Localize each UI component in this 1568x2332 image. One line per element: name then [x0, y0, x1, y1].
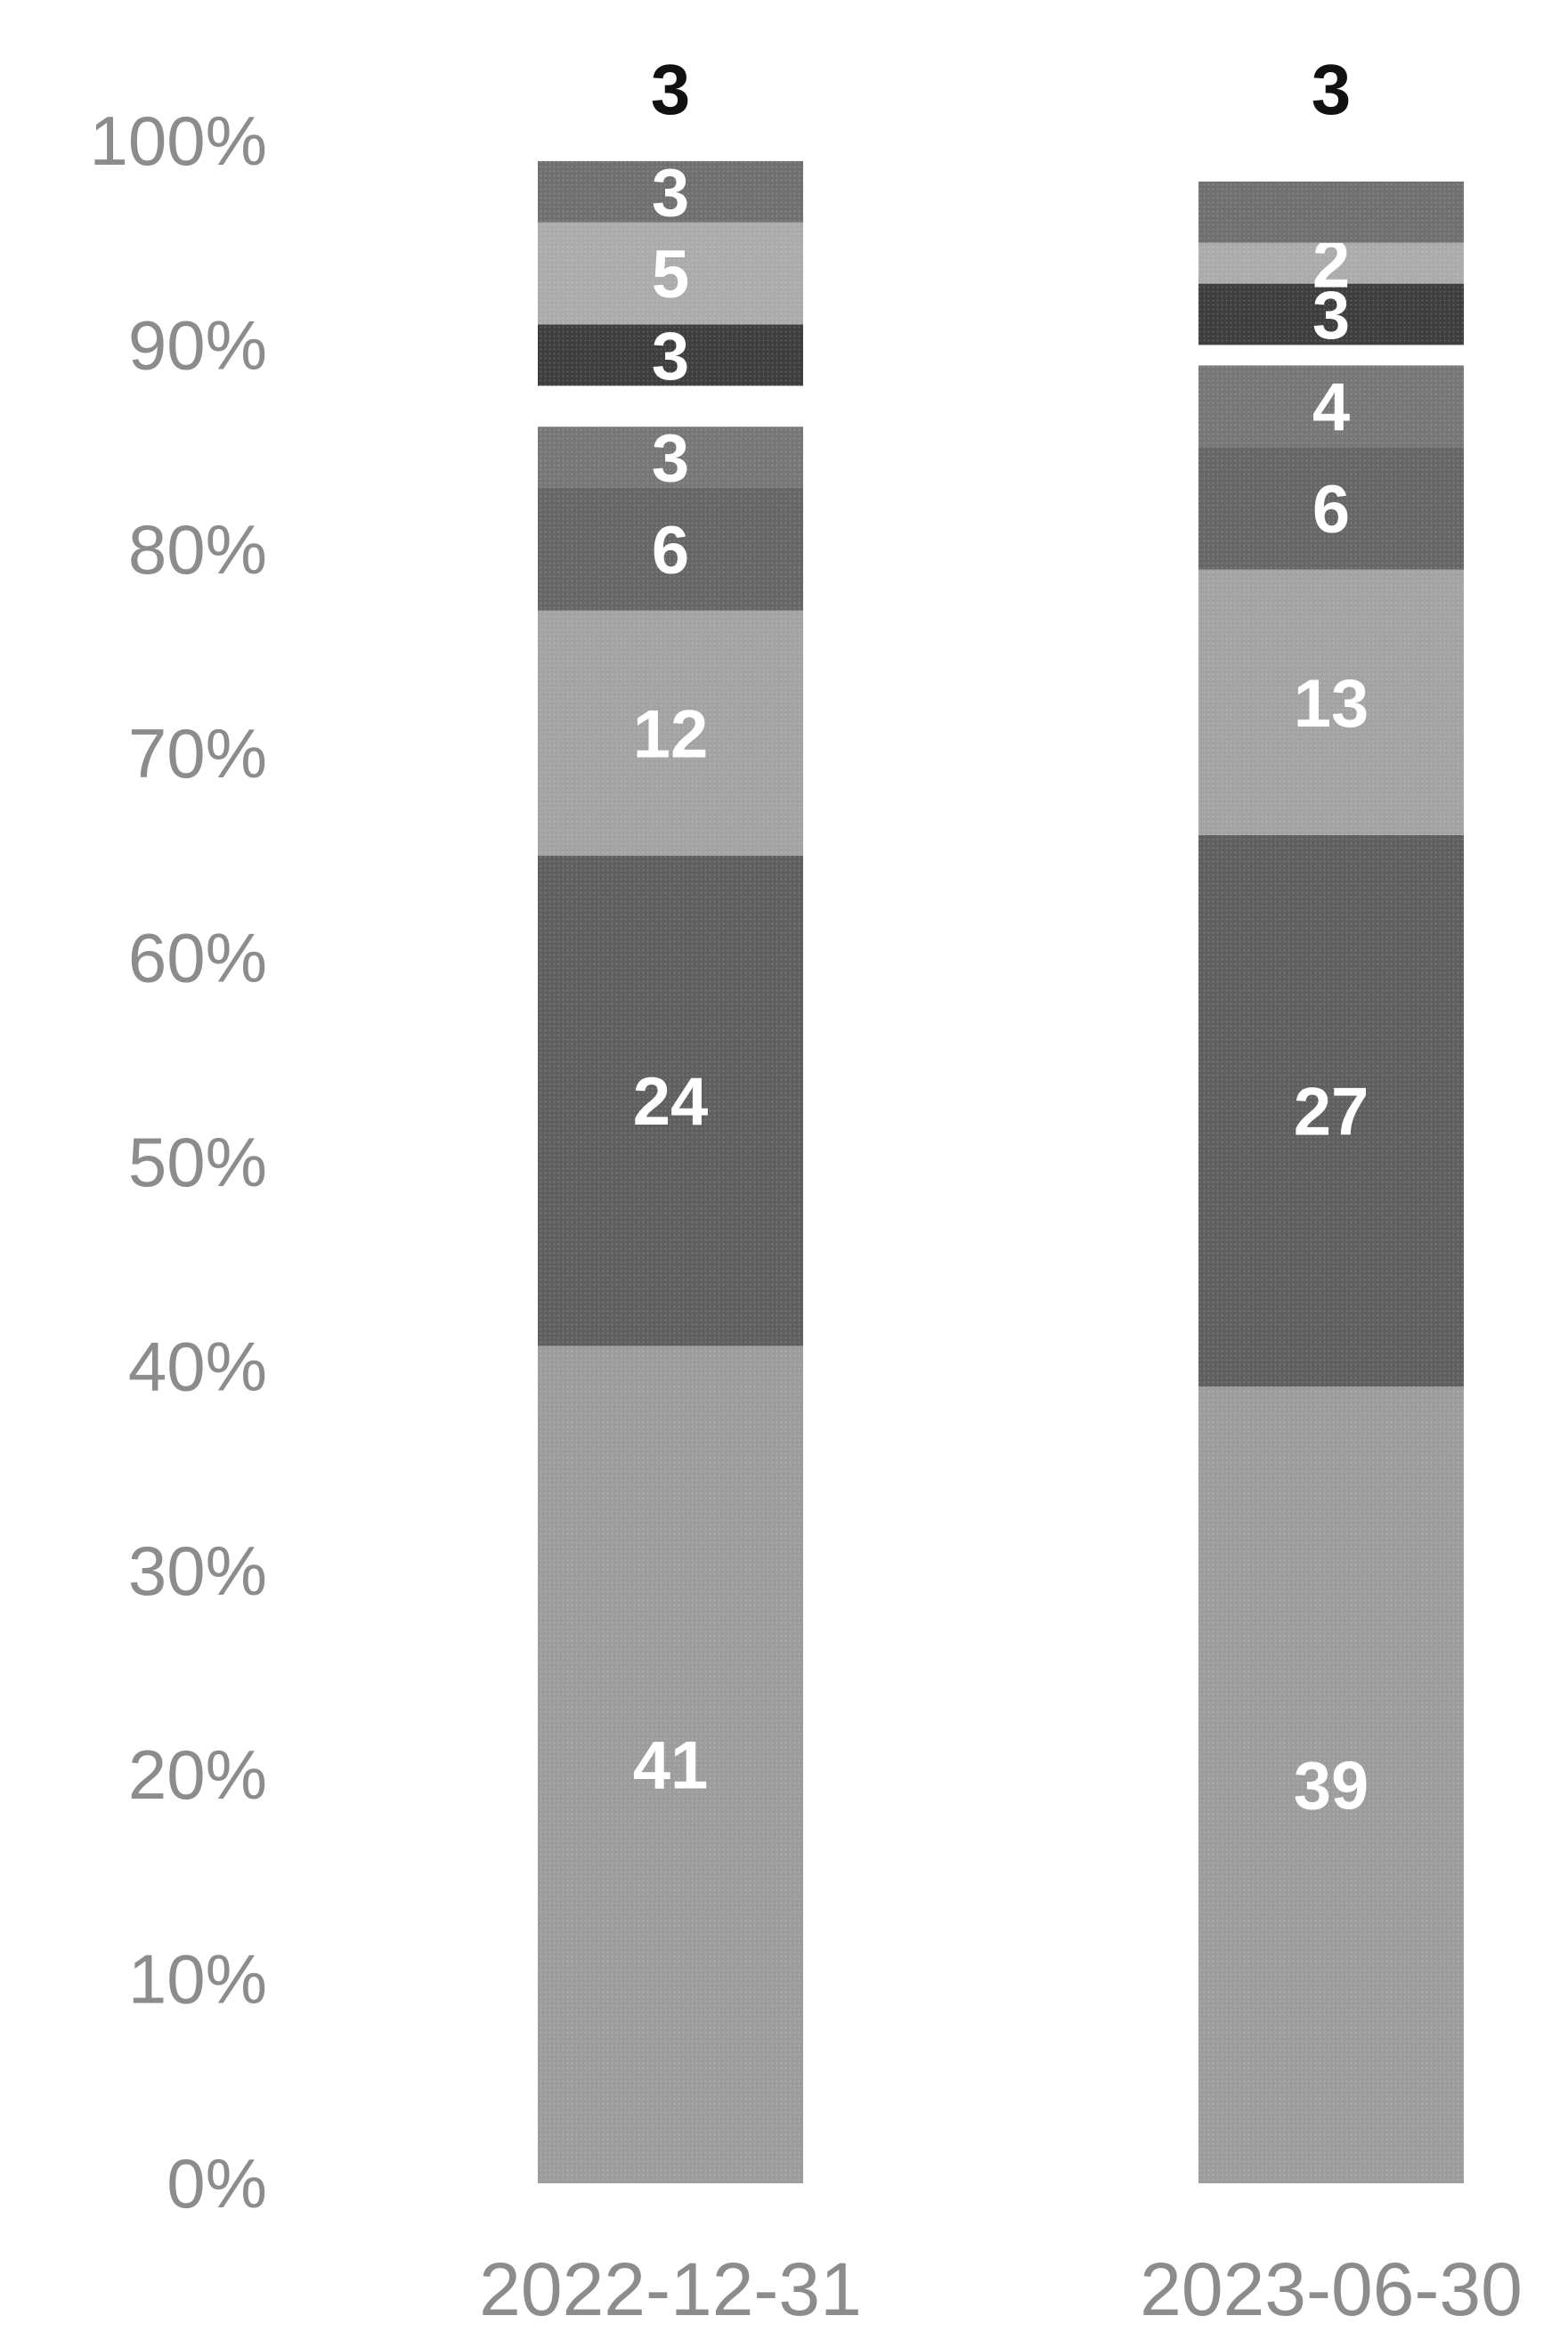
data-label: 13: [1294, 666, 1369, 742]
x-tick-label: 2023-06-30: [1140, 2247, 1523, 2331]
bar-segment: [538, 386, 803, 427]
y-axis: 0% 10% 20% 30% 40% 50% 60% 70% 80% 90% 100%: [90, 102, 268, 2222]
y-tick-label: 70%: [128, 714, 267, 792]
data-label: 3: [652, 421, 689, 497]
y-tick-label: 100%: [90, 102, 268, 180]
bar-segment-texture: [1198, 447, 1464, 570]
data-label: 39: [1294, 1749, 1369, 1824]
bar-segment-texture: [1198, 1386, 1464, 2183]
x-axis: 2022-12-31 2023-06-30: [479, 2247, 1523, 2331]
bar-segment-texture: [538, 160, 803, 223]
data-label: 27: [1294, 1075, 1369, 1150]
data-label: 4: [1312, 370, 1350, 445]
y-tick-label: 0%: [167, 2144, 267, 2222]
bar-segment-texture: [538, 610, 803, 856]
data-label: 24: [633, 1064, 709, 1140]
data-label: 5: [652, 237, 689, 313]
y-tick-label: 30%: [128, 1532, 267, 1610]
y-tick-label: 80%: [128, 510, 267, 589]
y-tick-label: 90%: [128, 305, 267, 384]
top-label: 3: [651, 50, 691, 129]
y-tick-label: 20%: [128, 1735, 267, 1814]
data-label: 3: [652, 319, 689, 394]
bar-segment-texture: [1198, 242, 1464, 284]
bar-segment-texture: [1198, 365, 1464, 448]
y-tick-label: 40%: [128, 1327, 267, 1405]
data-label: 6: [652, 513, 689, 589]
y-tick-label: 10%: [128, 1940, 267, 2019]
bar-segment-texture: [538, 487, 803, 611]
bar-segment-texture: [538, 855, 803, 1346]
bar-segment-texture: [1198, 283, 1464, 345]
data-label: 3: [652, 155, 689, 231]
bar-segment-texture: [1198, 834, 1464, 1387]
top-label: 3: [1312, 50, 1352, 129]
bar-segment-texture: [538, 324, 803, 386]
x-tick-label: 2022-12-31: [479, 2247, 862, 2331]
bar-segment-texture: [538, 1345, 803, 2183]
y-tick-label: 60%: [128, 919, 267, 997]
data-label: 12: [633, 696, 709, 772]
y-tick-label: 50%: [128, 1123, 267, 1201]
bar-segment-texture: [538, 427, 803, 488]
data-label: 41: [633, 1728, 709, 1804]
bar-segment-texture: [1198, 181, 1464, 243]
bar-segment: [1198, 345, 1464, 366]
bar-segment-texture: [538, 222, 803, 325]
data-label: 3: [1312, 278, 1350, 353]
bar-segment-texture: [1198, 569, 1464, 835]
data-label: 6: [1312, 472, 1350, 548]
